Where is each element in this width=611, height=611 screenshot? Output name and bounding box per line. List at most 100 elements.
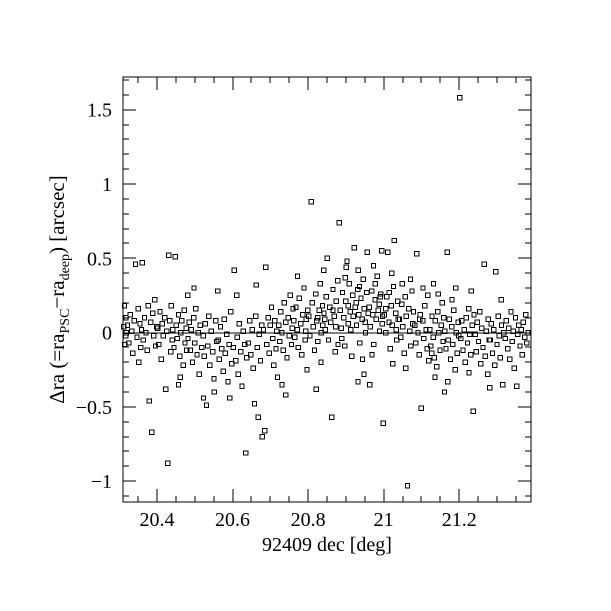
data-point-marker [350,313,356,319]
data-point-marker [365,310,371,317]
y-axis-label-text: Δra (=raPSC−radeep) [arcsec] [45,175,73,403]
axis-tick-labels: 20.4 20.6 20.8 21 21.2 −1 −0.5 0 0.5 1 1.5 [76,100,477,531]
data-point-marker [364,289,370,296]
data-point-marker [362,329,369,336]
data-point-marker [320,267,327,273]
data-point-marker [281,300,288,306]
data-point-marker [400,324,406,330]
data-point-marker [152,297,158,303]
data-point-marker [441,315,447,321]
data-point-marker [428,343,434,349]
data-point-marker [211,376,217,382]
data-point-marker [500,381,506,388]
data-point-marker [250,365,257,372]
data-point-marker [447,356,454,363]
data-point-marker [372,280,379,287]
data-point-marker [374,273,380,279]
data-point-marker [295,344,302,351]
data-point-marker [336,219,342,226]
data-point-marker [122,341,128,348]
data-point-marker [268,304,275,311]
data-point-marker [320,322,326,328]
data-point-marker [300,312,306,318]
data-point-marker [297,321,304,327]
y-axis-label-subscript: deep [58,254,73,280]
data-point-marker [180,362,186,369]
data-point-marker [325,337,332,343]
data-point-marker [124,322,131,328]
data-point-marker [467,331,473,337]
data-point-marker [387,346,393,352]
data-point-marker [252,313,259,319]
data-point-marker [277,338,283,345]
data-point-marker [164,328,170,334]
data-point-marker [136,359,142,366]
data-point-marker [367,324,374,330]
data-point-marker [196,371,203,377]
y-tick-label: 1.5 [87,100,112,122]
data-point-marker [138,344,144,351]
data-point-marker [139,260,146,266]
data-point-marker [315,315,321,321]
data-point-marker [210,349,216,355]
data-point-marker [496,332,503,339]
data-point-marker [174,335,181,342]
data-point-marker [253,282,260,288]
data-point-marker [430,280,437,287]
data-point-marker [131,318,138,324]
data-point-marker [380,420,387,426]
data-point-marker [230,344,237,351]
data-point-marker [127,312,133,318]
data-point-marker [440,338,446,345]
data-point-marker [204,343,211,349]
data-point-marker [348,353,355,360]
data-point-marker [246,318,253,324]
plot-frame-rect [122,76,532,503]
data-point-marker [489,350,496,357]
data-point-marker [456,95,463,101]
data-point-marker [411,322,418,328]
data-point-marker [482,353,489,360]
data-point-marker [308,199,314,205]
data-point-marker [503,318,510,324]
data-point-marker [519,352,525,358]
data-point-marker [498,297,504,303]
data-point-marker [403,313,410,319]
data-point-marker [121,303,128,309]
data-point-marker [389,322,396,328]
data-point-marker [454,350,461,357]
data-point-marker [293,304,299,311]
data-point-marker [333,298,340,305]
data-point-marker [146,398,153,404]
data-point-marker [428,350,435,357]
data-point-marker [464,340,471,346]
data-point-marker [466,370,472,376]
scatter-points [121,95,531,489]
data-point-marker [391,237,397,244]
data-point-marker [310,324,317,330]
data-point-marker [150,332,157,339]
data-point-marker [292,334,298,340]
data-point-marker [287,292,294,299]
data-point-marker [306,313,312,319]
data-point-marker [188,326,195,333]
data-point-marker [364,249,371,256]
data-point-marker [471,312,477,318]
data-point-marker [386,289,393,296]
data-point-marker [183,325,189,331]
data-point-marker [201,353,207,360]
y-axis-label-segment: −ra [45,280,69,309]
data-point-marker [251,401,258,407]
data-point-marker [348,326,354,333]
data-point-marker [272,318,278,324]
data-point-marker [259,433,266,440]
data-point-marker [407,276,414,282]
data-point-marker [248,352,254,358]
data-point-marker [417,312,424,318]
data-point-marker [442,328,448,334]
data-point-marker [254,344,260,351]
data-point-marker [484,371,491,377]
data-point-marker [150,310,156,317]
data-point-marker [352,304,359,311]
data-point-marker [443,346,449,352]
